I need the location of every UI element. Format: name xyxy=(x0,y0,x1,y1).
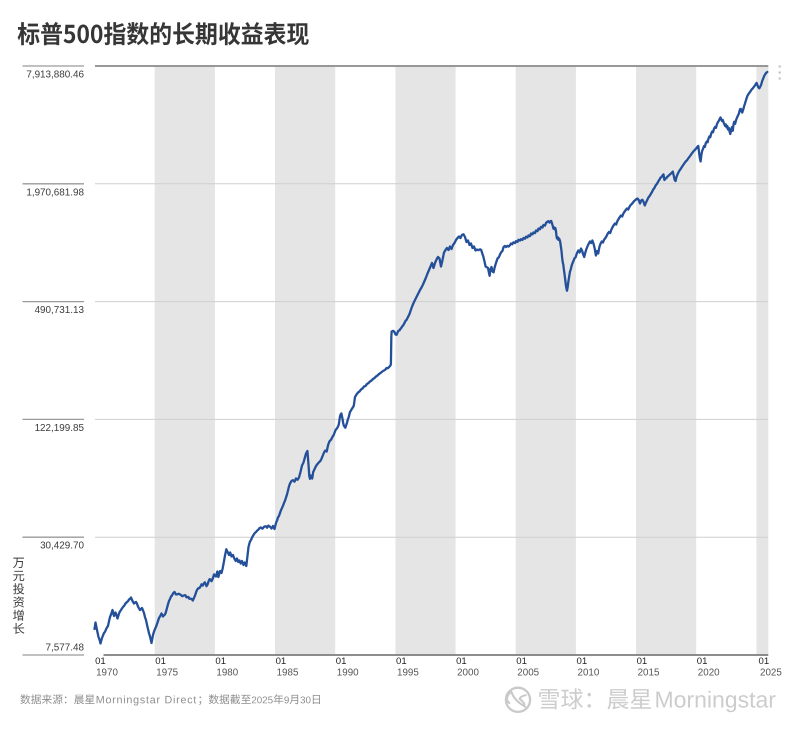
svg-text:1995: 1995 xyxy=(397,668,419,679)
svg-text:01: 01 xyxy=(759,656,770,667)
svg-text:01: 01 xyxy=(336,656,347,667)
svg-text:7,913,880.46: 7,913,880.46 xyxy=(26,70,84,81)
svg-text:01: 01 xyxy=(456,656,467,667)
svg-text:01: 01 xyxy=(697,656,708,667)
svg-text:490,731.13: 490,731.13 xyxy=(35,305,85,316)
svg-text:1970: 1970 xyxy=(96,668,118,679)
svg-text:2015: 2015 xyxy=(638,668,660,679)
svg-text:2025: 2025 xyxy=(760,668,782,679)
svg-text:1,970,681.98: 1,970,681.98 xyxy=(26,187,84,198)
svg-text:7,577.48: 7,577.48 xyxy=(46,643,85,654)
svg-text:2005: 2005 xyxy=(517,668,539,679)
svg-text:122,199.85: 122,199.85 xyxy=(35,423,85,434)
svg-text:1990: 1990 xyxy=(337,668,359,679)
svg-text:01: 01 xyxy=(215,656,226,667)
svg-text:01: 01 xyxy=(396,656,407,667)
svg-text:01: 01 xyxy=(276,656,287,667)
svg-text:1980: 1980 xyxy=(216,668,238,679)
svg-text:01: 01 xyxy=(95,656,106,667)
svg-text:1985: 1985 xyxy=(277,668,299,679)
svg-text:30,429.70: 30,429.70 xyxy=(40,541,84,552)
svg-text:2010: 2010 xyxy=(578,668,600,679)
svg-text:2020: 2020 xyxy=(698,668,720,679)
svg-text:01: 01 xyxy=(577,656,588,667)
svg-text:1975: 1975 xyxy=(156,668,178,679)
svg-text:01: 01 xyxy=(155,656,166,667)
svg-text:2000: 2000 xyxy=(457,668,479,679)
svg-text:01: 01 xyxy=(637,656,648,667)
svg-text:01: 01 xyxy=(516,656,527,667)
